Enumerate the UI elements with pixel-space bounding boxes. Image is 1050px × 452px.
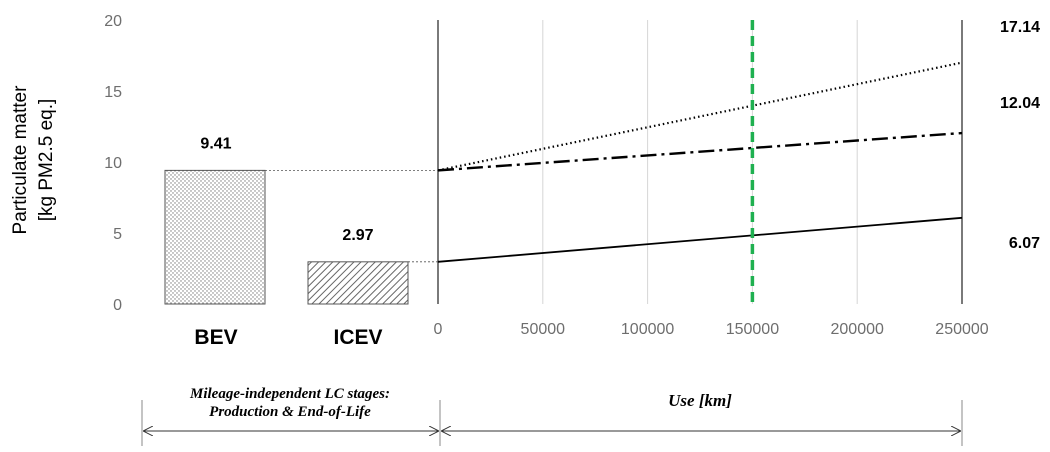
left-annotation-line1: Mileage-independent LC stages:	[189, 386, 390, 402]
y-axis-label-unit: [kg PM2.5 eq.]	[36, 99, 57, 222]
left-annotation-line2: Production & End-of-Life	[209, 404, 371, 420]
y-tick-20: 20	[104, 13, 122, 30]
bar-value-label-bev: 9.41	[200, 135, 231, 152]
x-tick-100000: 100000	[621, 321, 674, 338]
y-axis-label-line2: [kg PM2.5 eq.]	[36, 99, 57, 222]
x-tick-200000: 200000	[831, 321, 884, 338]
bar-value-label-icev: 2.97	[342, 227, 373, 244]
bars: 9.41 BEV 2.97 ICEV	[164, 135, 438, 349]
use-line-dash-dot	[437, 131, 963, 172]
y-tick-15: 15	[104, 84, 122, 101]
x-tick-0: 0	[434, 321, 443, 338]
end-label-2: 6.07	[1009, 235, 1040, 252]
bar-icev	[307, 261, 409, 305]
right-annotation: Use [km]	[668, 391, 732, 410]
x-tick-250000: 250000	[935, 321, 988, 338]
use-line-dotted	[437, 61, 963, 172]
end-label-0: 17.14	[1000, 19, 1040, 36]
y-tick-0: 0	[113, 297, 122, 314]
x-tick-150000: 150000	[726, 321, 779, 338]
use-phase-lines	[437, 20, 963, 304]
y-tick-labels: 0 5 10 15 20	[104, 13, 122, 314]
category-label-bev: BEV	[194, 326, 237, 349]
y-axis-label: Particulate matter	[10, 85, 31, 235]
use-phase-gridlines	[437, 20, 963, 304]
y-tick-10: 10	[104, 155, 122, 172]
use-line-solid	[437, 216, 963, 263]
x-tick-labels: 0 50000 100000 150000 200000 250000	[434, 321, 989, 338]
end-label-1: 12.04	[1000, 95, 1040, 112]
y-tick-5: 5	[113, 226, 122, 243]
end-value-labels: 17.14 12.04 6.07	[1000, 19, 1040, 252]
category-label-icev: ICEV	[333, 326, 382, 349]
y-axis-label-line1: Particulate matter	[10, 85, 31, 235]
x-tick-50000: 50000	[521, 321, 566, 338]
bar-bev	[164, 169, 266, 305]
